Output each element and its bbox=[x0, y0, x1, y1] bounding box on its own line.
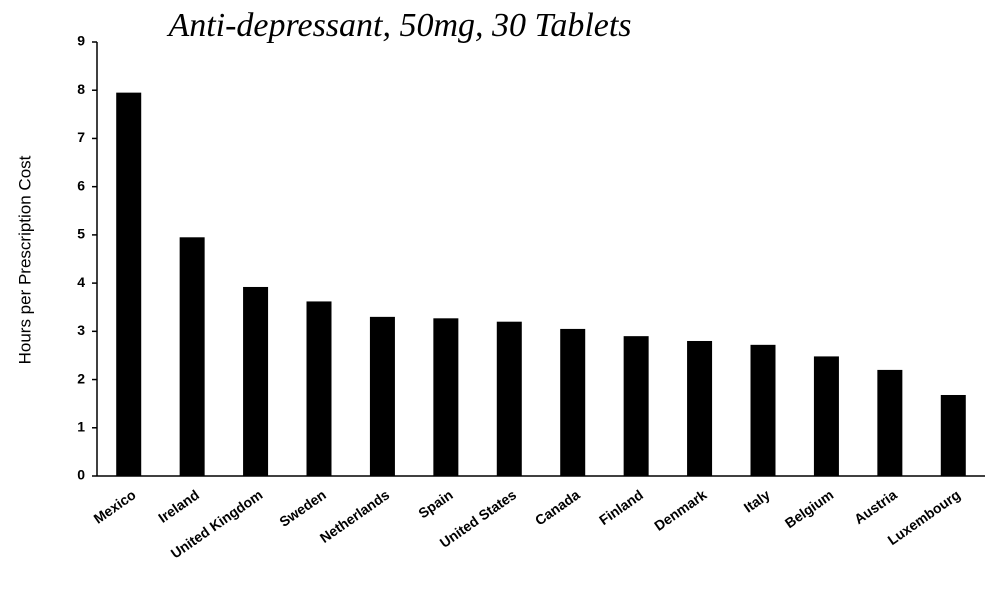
x-tick-label: Sweden bbox=[276, 486, 329, 529]
x-tick-label: Ireland bbox=[155, 486, 202, 525]
chart-title: Anti-depressant, 50mg, 30 Tablets bbox=[166, 7, 631, 44]
y-axis-label: Hours per Prescription Cost bbox=[15, 155, 34, 364]
y-tick-label: 2 bbox=[77, 370, 85, 386]
y-tick-label: 8 bbox=[77, 81, 85, 97]
y-tick-label: 6 bbox=[77, 177, 85, 193]
bar bbox=[877, 369, 903, 476]
bar bbox=[116, 92, 142, 476]
x-tick-label: Italy bbox=[741, 486, 773, 515]
bar bbox=[179, 237, 205, 476]
x-tick-label: Denmark bbox=[651, 486, 709, 534]
bar bbox=[243, 286, 269, 476]
bar bbox=[623, 336, 649, 476]
bar bbox=[306, 301, 332, 476]
x-tick-label: Mexico bbox=[90, 486, 138, 526]
x-tick-label: Canada bbox=[532, 486, 583, 528]
bar bbox=[560, 328, 586, 476]
bar bbox=[369, 316, 395, 476]
y-tick-label: 3 bbox=[77, 322, 85, 338]
bar bbox=[940, 394, 966, 476]
y-tick-label: 5 bbox=[77, 226, 85, 242]
bar bbox=[433, 318, 459, 476]
x-tick-label: Spain bbox=[415, 486, 455, 521]
bar bbox=[496, 321, 522, 476]
y-tick-label: 0 bbox=[77, 467, 85, 483]
x-tick-label: Austria bbox=[851, 486, 900, 527]
x-tick-label: Finland bbox=[596, 486, 646, 528]
x-tick-label: Belgium bbox=[782, 486, 836, 531]
y-tick-label: 4 bbox=[77, 274, 85, 290]
x-tick-label: Netherlands bbox=[317, 486, 393, 546]
y-tick-label: 1 bbox=[77, 418, 85, 434]
y-tick-label: 7 bbox=[77, 129, 85, 145]
y-tick-label: 9 bbox=[77, 33, 85, 49]
bar bbox=[813, 356, 839, 476]
bar bbox=[750, 344, 776, 476]
bar bbox=[687, 340, 713, 476]
